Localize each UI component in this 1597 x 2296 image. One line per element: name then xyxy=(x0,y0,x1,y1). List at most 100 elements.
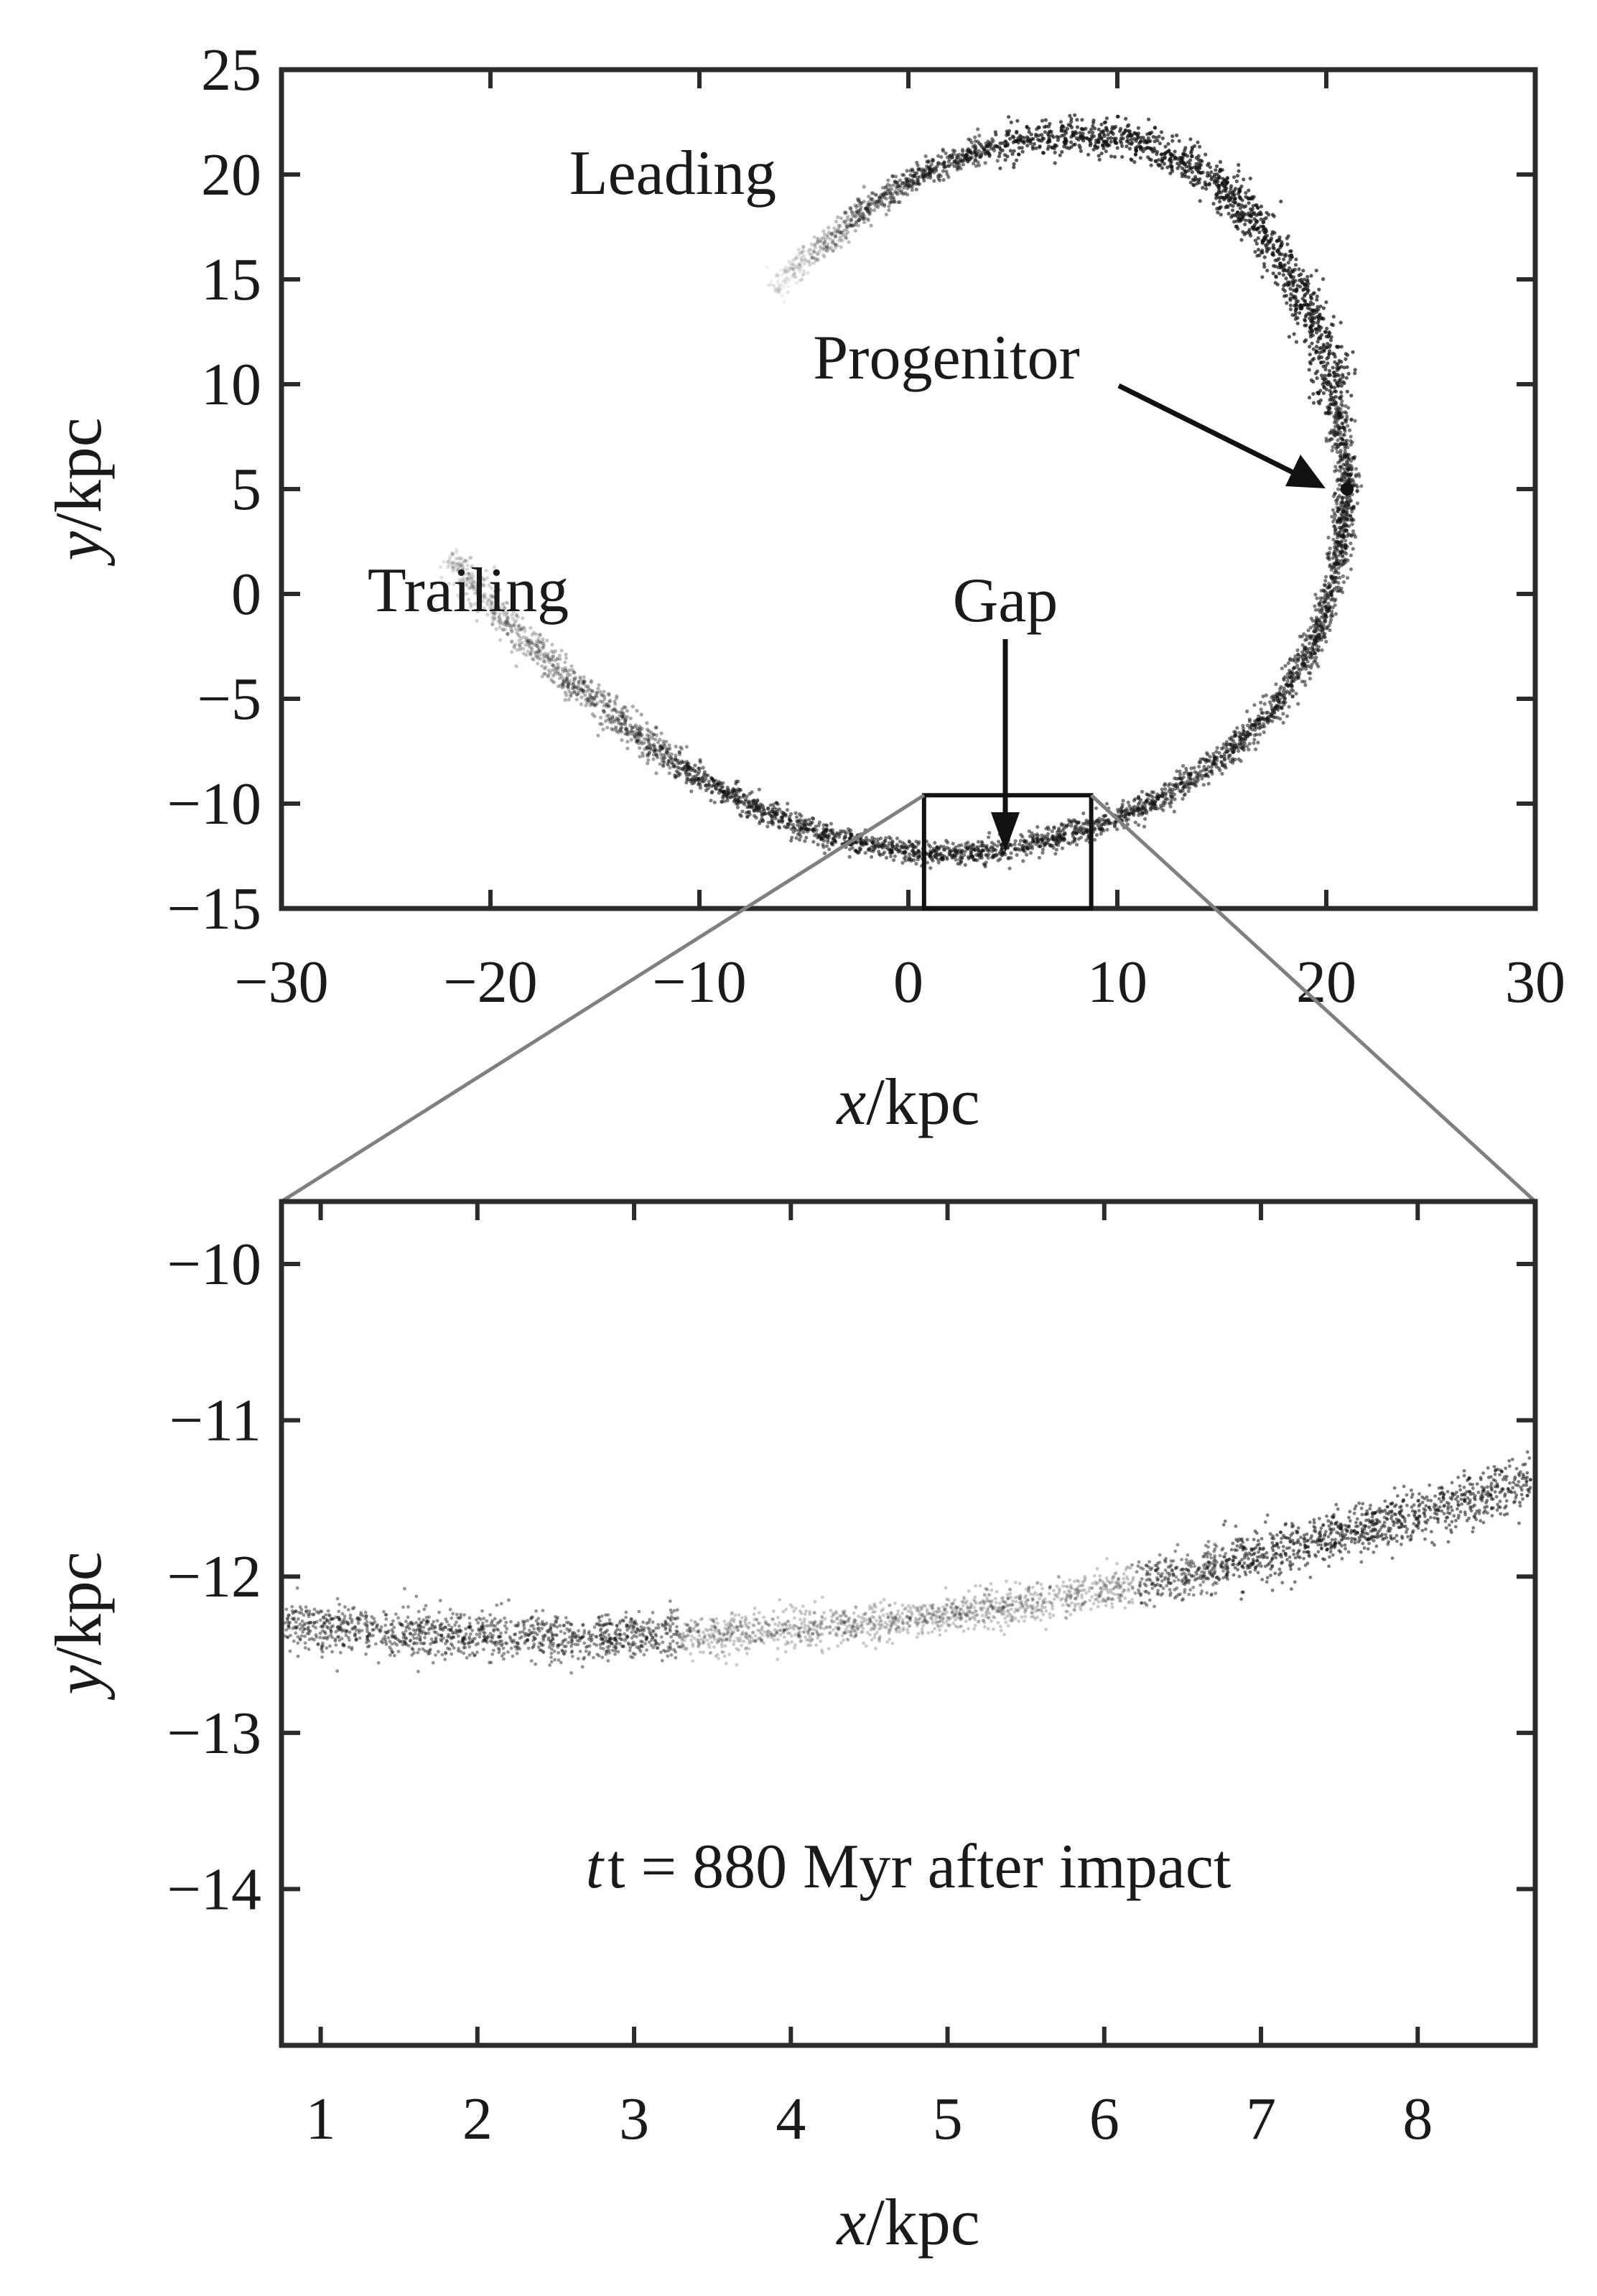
stream-particle xyxy=(1328,431,1332,435)
stream-particle xyxy=(900,180,905,185)
stream-particle xyxy=(1170,139,1175,143)
stream-particle xyxy=(1065,126,1069,131)
stream-particle xyxy=(1189,151,1193,155)
stream-particle xyxy=(1314,269,1318,273)
stream-particle xyxy=(941,857,945,862)
stream-particle xyxy=(1075,842,1079,847)
stream-particle xyxy=(525,636,529,641)
stream-particle xyxy=(1356,472,1361,476)
stream-particle xyxy=(1144,139,1149,143)
stream-particle xyxy=(600,693,605,698)
stream-particle xyxy=(1043,130,1047,134)
stream-particle xyxy=(1341,375,1345,379)
stream-particle xyxy=(752,809,756,813)
stream-particle xyxy=(1229,184,1234,188)
stream-particle xyxy=(666,747,671,751)
stream-particle xyxy=(1343,463,1347,467)
stream-particle xyxy=(592,703,597,708)
stream-particle xyxy=(772,806,776,810)
stream-particle xyxy=(802,261,806,266)
stream-particle xyxy=(1342,427,1347,432)
stream-particle xyxy=(1248,207,1253,211)
stream-particle xyxy=(1133,152,1137,157)
stream-particle xyxy=(511,616,515,621)
stream-particle xyxy=(629,738,633,742)
stream-particle xyxy=(1225,176,1230,180)
stream-particle xyxy=(1336,423,1340,428)
stream-particle xyxy=(1283,664,1288,668)
stream-particle xyxy=(839,829,843,833)
stream-particle xyxy=(1290,694,1295,699)
stream-particle xyxy=(589,680,593,684)
stream-particle xyxy=(1342,452,1346,456)
stream-particle xyxy=(1132,131,1137,135)
stream-particle xyxy=(1252,703,1257,707)
stream-particle xyxy=(717,791,721,795)
stream-particle xyxy=(1323,619,1328,623)
stream-particle xyxy=(794,815,799,819)
stream-particle xyxy=(1235,726,1239,730)
stream-particle xyxy=(1132,804,1137,809)
stream-particle xyxy=(1112,126,1117,130)
stream-particle xyxy=(804,827,808,832)
stream-particle xyxy=(1335,501,1339,506)
stream-particle xyxy=(1328,564,1332,569)
stream-particle xyxy=(1326,601,1331,606)
stream-particle xyxy=(832,226,837,231)
stream-particle xyxy=(1324,575,1328,579)
stream-particle xyxy=(1215,207,1219,211)
stream-particle xyxy=(1254,733,1259,737)
stream-particle xyxy=(988,142,992,147)
stream-particle xyxy=(1061,828,1065,832)
stream-particle xyxy=(1022,139,1026,144)
stream-particle xyxy=(1336,438,1340,442)
stream-particle xyxy=(479,575,483,579)
stream-particle xyxy=(1160,166,1165,170)
stream-particle xyxy=(833,243,838,247)
stream-particle xyxy=(1260,710,1264,715)
stream-particle xyxy=(811,248,816,253)
stream-particle xyxy=(906,177,911,181)
stream-particle xyxy=(1333,416,1337,420)
stream-particle xyxy=(880,200,884,205)
stream-particle xyxy=(702,778,707,783)
stream-particle xyxy=(1245,709,1249,714)
stream-particle xyxy=(1065,824,1069,828)
stream-particle xyxy=(1143,817,1147,821)
stream-particle xyxy=(1104,801,1109,806)
stream-particle xyxy=(1012,139,1017,143)
stream-particle xyxy=(1237,169,1241,173)
stream-particle xyxy=(641,753,646,758)
stream-particle xyxy=(1333,465,1338,469)
stream-particle xyxy=(963,850,967,854)
stream-particle xyxy=(541,659,546,664)
stream-particle xyxy=(595,701,600,705)
stream-particle xyxy=(1262,264,1267,269)
stream-particle xyxy=(1091,131,1095,135)
stream-particle xyxy=(1190,170,1194,175)
stream-particle xyxy=(692,775,696,779)
stream-particle xyxy=(1160,136,1165,141)
stream-particle xyxy=(1247,230,1251,234)
stream-particle xyxy=(1267,246,1272,251)
stream-particle xyxy=(552,680,557,684)
stream-particle xyxy=(1214,196,1219,200)
stream-particle xyxy=(1320,350,1324,354)
stream-particle xyxy=(1348,499,1352,503)
stream-particle xyxy=(870,855,874,859)
stream-particle xyxy=(1314,635,1318,639)
stream-particle xyxy=(498,612,502,616)
stream-particle xyxy=(561,676,565,681)
stream-particle xyxy=(1211,763,1215,767)
stream-particle xyxy=(625,740,630,744)
stream-particle xyxy=(798,250,804,254)
stream-particle xyxy=(1328,389,1332,393)
stream-particle xyxy=(1189,154,1194,159)
stream-particle xyxy=(632,730,636,734)
stream-particle xyxy=(1175,166,1180,170)
stream-particle xyxy=(467,572,471,577)
stream-particle xyxy=(521,646,526,651)
stream-particle xyxy=(910,187,914,192)
stream-particle xyxy=(556,656,560,661)
